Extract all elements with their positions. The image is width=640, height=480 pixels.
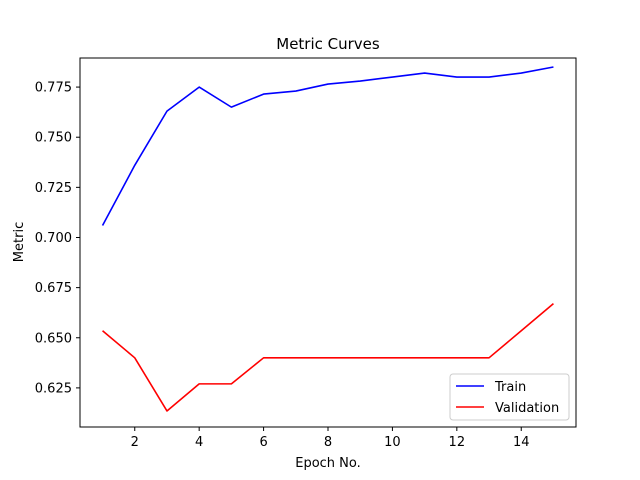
x-tick-label: 6 bbox=[259, 435, 267, 450]
y-axis-label: Metric bbox=[12, 222, 27, 262]
chart-title: Metric Curves bbox=[276, 35, 380, 53]
series-line-validation bbox=[102, 303, 554, 412]
legend-label-validation: Validation bbox=[495, 401, 559, 416]
y-tick-label: 0.700 bbox=[35, 231, 72, 246]
y-tick-label: 0.625 bbox=[35, 381, 72, 396]
x-tick-label: 8 bbox=[324, 435, 332, 450]
legend-label-train: Train bbox=[494, 380, 526, 395]
x-axis-label: Epoch No. bbox=[295, 456, 361, 471]
y-tick-label: 0.675 bbox=[35, 281, 72, 296]
y-tick-label: 0.725 bbox=[35, 181, 72, 196]
y-tick-label: 0.650 bbox=[35, 331, 72, 346]
plot-lines bbox=[101, 66, 554, 412]
axes-frame bbox=[79, 57, 577, 428]
x-tick-label: 14 bbox=[513, 435, 530, 450]
x-tick-label: 12 bbox=[449, 435, 466, 450]
series-line-train bbox=[101, 66, 554, 226]
x-tick-label: 10 bbox=[384, 435, 401, 450]
y-tick-label: 0.775 bbox=[35, 81, 72, 96]
y-tick-label: 0.750 bbox=[35, 131, 72, 146]
x-tick-label: 4 bbox=[195, 435, 203, 450]
legend: Train Validation bbox=[449, 373, 570, 421]
y-axis-ticks: 0.625 0.650 0.675 0.700 0.725 0.750 0.775 bbox=[35, 81, 80, 396]
x-tick-label: 2 bbox=[131, 435, 139, 450]
x-axis-ticks: 2 4 6 8 10 12 14 bbox=[131, 427, 530, 450]
